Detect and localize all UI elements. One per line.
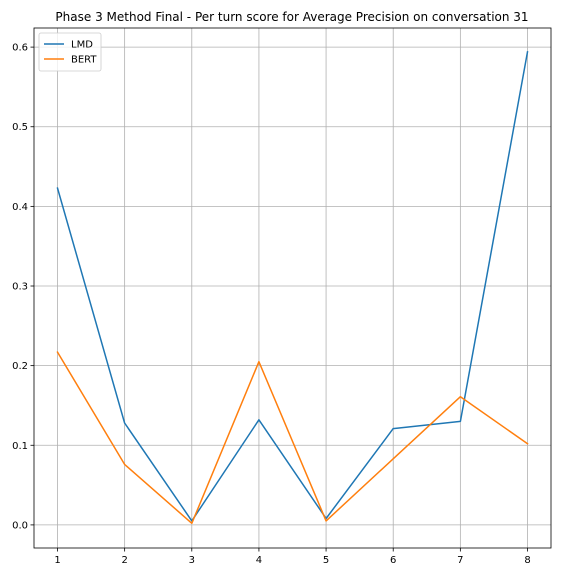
y-tick-label: 0.1: [12, 441, 28, 452]
y-axis: 0.0 0.1 0.2 0.3 0.4 0.5 0.6: [12, 43, 34, 531]
x-tick-label: 6: [390, 555, 396, 566]
legend-label-bert: BERT: [71, 55, 97, 66]
chart-title: Phase 3 Method Final - Per turn score fo…: [55, 10, 528, 24]
y-tick-label: 0.0: [12, 520, 28, 531]
x-tick-label: 5: [323, 555, 329, 566]
series-line-lmd: [56, 51, 529, 522]
y-tick-label: 0.3: [12, 282, 28, 293]
x-tick-label: 1: [54, 555, 60, 566]
x-axis: 1 2 3 4 5 6 7 8: [54, 548, 531, 566]
x-tick-label: 3: [189, 555, 195, 566]
x-tick-label: 7: [457, 555, 463, 566]
y-tick-label: 0.6: [12, 43, 28, 54]
y-tick-label: 0.2: [12, 361, 28, 372]
series-line-bert: [56, 351, 529, 525]
grid-lines: [34, 28, 551, 548]
y-tick-label: 0.5: [12, 122, 28, 133]
x-tick-label: 8: [524, 555, 530, 566]
x-tick-label: 4: [256, 555, 262, 566]
legend-box: [38, 32, 102, 72]
series-layer: [56, 51, 529, 525]
plot-frame: [33, 27, 552, 549]
legend-label-lmd: LMD: [71, 40, 93, 51]
y-tick-label: 0.4: [12, 202, 28, 213]
legend: LMD BERT: [38, 32, 102, 72]
x-tick-label: 2: [121, 555, 127, 566]
